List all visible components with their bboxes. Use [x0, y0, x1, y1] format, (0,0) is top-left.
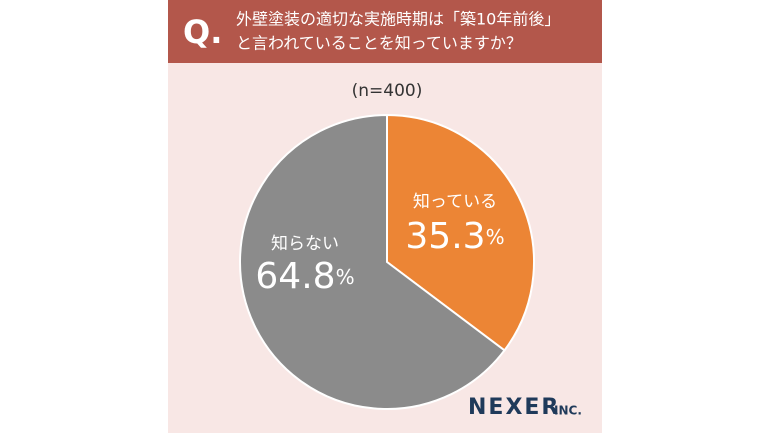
logo: NEXER	[468, 395, 560, 420]
value-label: 35.3%	[405, 216, 504, 257]
title-line: と言われていることを知っていますか？	[236, 34, 522, 53]
question-mark: Q.	[183, 13, 222, 51]
title-line: 外壁塗装の適切な実施時期は「築10年前後」	[236, 10, 560, 29]
subtitle: (n=400)	[352, 81, 423, 101]
slice-label: 知らない	[271, 234, 339, 254]
header-bar	[168, 0, 602, 63]
logo-suffix: INC.	[554, 404, 582, 418]
slice-label: 知っている	[413, 192, 497, 212]
pie-slice	[239, 113, 506, 410]
pie-slice	[386, 113, 535, 352]
value-label: 64.8%	[255, 256, 354, 297]
